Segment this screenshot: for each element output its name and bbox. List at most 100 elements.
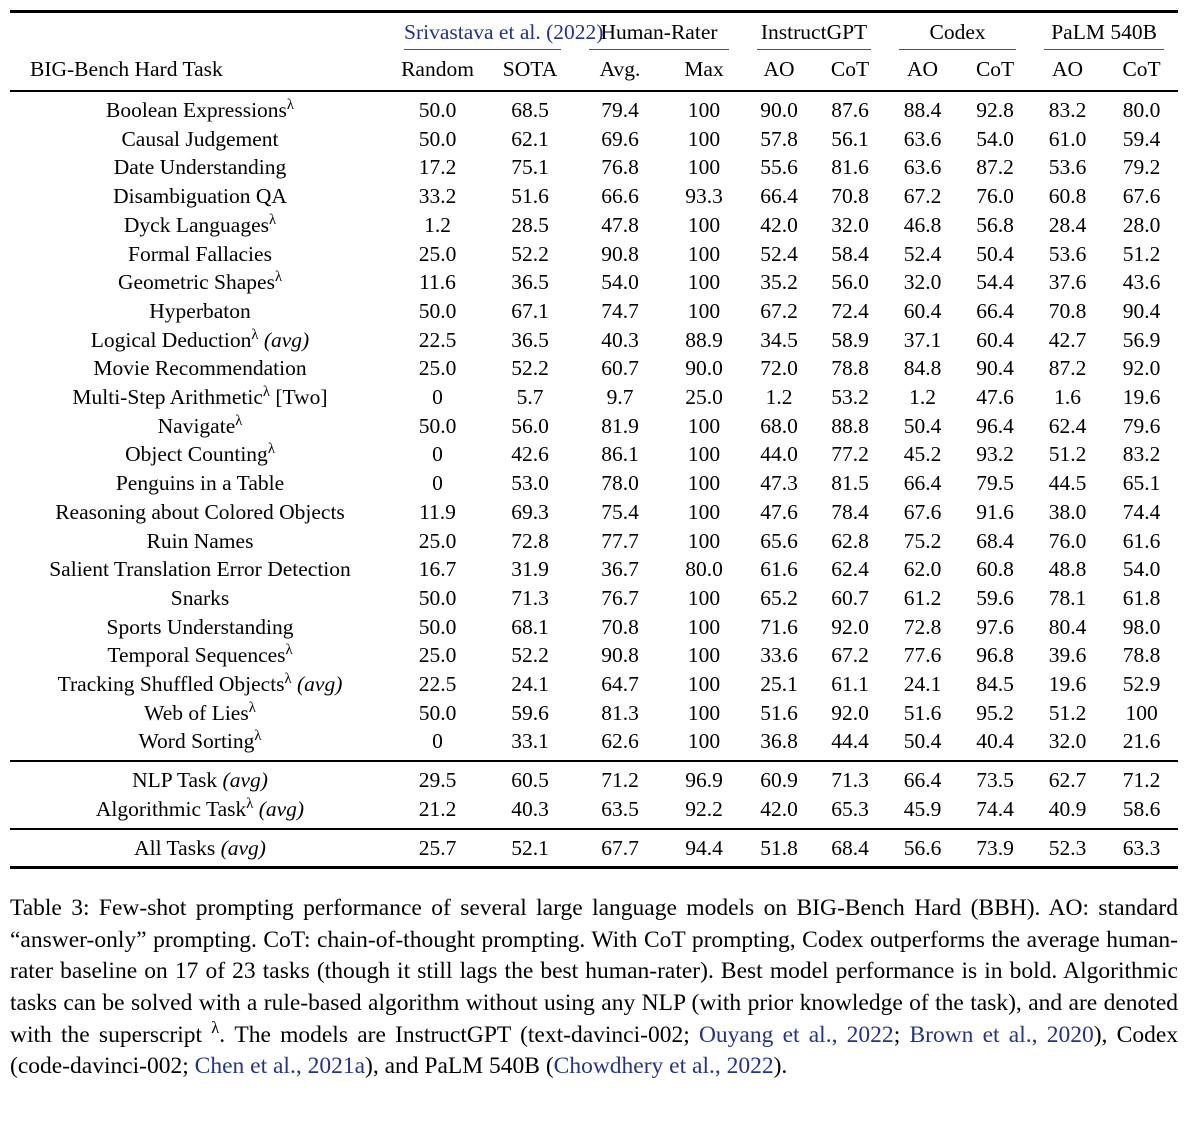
- citation-link[interactable]: Chen et al., 2021a: [194, 1053, 366, 1080]
- score-cell: 54.4: [976, 270, 1014, 295]
- group-label: InstructGPT: [757, 19, 872, 50]
- task-name-cell: Hyperbaton: [149, 298, 251, 323]
- score-cell: 60.7: [831, 585, 869, 610]
- score-cell: 33.1: [511, 729, 549, 754]
- metric-column-header: CoT: [1105, 50, 1179, 92]
- score-cell: 51.2: [1122, 241, 1161, 266]
- score-cell: 46.8: [903, 212, 942, 237]
- score-cell: 56.6: [903, 835, 942, 860]
- lambda-superscript: λ: [211, 1017, 220, 1037]
- score-cell: 16.7: [418, 557, 457, 582]
- score-cell: 42.6: [511, 442, 549, 467]
- table-row: Word Sortingλ 0 33.1 62.6 100 36.8 44.4 50.4 40.…: [10, 727, 1178, 761]
- score-cell: 5.7: [516, 385, 544, 410]
- task-name-cell: Boolean Expressionsλ: [105, 96, 295, 122]
- score-cell: 77.2: [831, 442, 869, 467]
- score-cell: 60.7: [601, 356, 639, 381]
- score-cell: 53.6: [1048, 241, 1087, 266]
- score-cell: 65.3: [831, 796, 869, 821]
- task-name-note: (avg): [291, 672, 343, 697]
- task-name-note: [Two]: [269, 385, 328, 410]
- lambda-superscript: λ: [246, 795, 254, 812]
- table-row: Movie Recommendation 25.0 52.2 60.7 90.0 72.0…: [10, 354, 1178, 383]
- score-cell: 50.4: [903, 729, 942, 754]
- group-header-spacer: [10, 12, 390, 51]
- table-row: Boolean Expressionsλ 50.0 68.5 79.4 100 90.0 8…: [10, 91, 1178, 125]
- score-cell: 90.0: [685, 356, 723, 381]
- task-name-note: (avg): [215, 835, 266, 860]
- score-cell: 95.2: [976, 700, 1014, 725]
- metric-column-header: CoT: [815, 50, 886, 92]
- score-cell: 65.6: [760, 528, 798, 553]
- citation-link[interactable]: Chowdhery et al., 2022: [553, 1053, 774, 1080]
- score-cell: 66.4: [903, 768, 942, 793]
- score-cell: 90.8: [601, 241, 639, 266]
- column-group-row: Srivastava et al. (2022) Human-Rater Instr…: [10, 12, 1178, 51]
- score-cell: 52.9: [1122, 672, 1161, 697]
- score-cell: 78.0: [601, 471, 639, 496]
- score-cell: 51.6: [903, 700, 942, 725]
- score-cell: 67.6: [903, 499, 942, 524]
- score-cell: 60.4: [903, 298, 942, 323]
- task-name-cell: Salient Translation Error Detection: [49, 557, 351, 582]
- score-cell: 81.9: [601, 413, 639, 438]
- metric-column-header: Avg.: [575, 50, 666, 92]
- table-row: Salient Translation Error Detection 16.7 3…: [10, 555, 1178, 584]
- score-cell: 74.7: [601, 298, 639, 323]
- score-cell: 1.6: [1054, 385, 1081, 410]
- lambda-superscript: λ: [251, 326, 259, 343]
- score-cell: 68.0: [760, 413, 798, 438]
- table-row: Disambiguation QA 33.2 51.6 66.6 93.3 66.4 70.…: [10, 182, 1178, 211]
- score-cell: 98.0: [1122, 614, 1161, 639]
- task-name-cell: Multi-Step Arithmeticλ [Two]: [72, 383, 328, 410]
- column-header-row: BIG-Bench Hard Task Random SOTA Avg. Max AO Co…: [10, 50, 1179, 92]
- score-cell: 53.2: [831, 385, 869, 410]
- score-cell: 81.6: [831, 155, 869, 180]
- score-cell: 28.4: [1048, 212, 1087, 237]
- score-cell: 52.4: [903, 241, 942, 266]
- score-cell: 36.5: [511, 327, 549, 352]
- column-group-header[interactable]: Srivastava et al. (2022): [390, 12, 603, 50]
- score-cell: 84.5: [976, 672, 1014, 697]
- task-name-cell: Sports Understanding: [106, 614, 294, 639]
- task-name-note: (avg): [217, 768, 268, 793]
- score-cell: 80.4: [1048, 614, 1087, 639]
- score-cell: 93.2: [976, 442, 1014, 467]
- table-row: Ruin Names 25.0 72.8 77.7 100 65.6 62.8 75.2 68.…: [10, 527, 1178, 556]
- score-cell: 51.2: [1048, 700, 1087, 725]
- score-cell: 67.1: [511, 298, 549, 323]
- score-cell: 32.0: [831, 212, 869, 237]
- metric-column-header: AO: [1030, 50, 1106, 92]
- score-cell: 72.8: [511, 528, 549, 553]
- task-name-cell: Disambiguation QA: [113, 184, 287, 209]
- score-cell: 9.7: [606, 385, 634, 410]
- citation-link[interactable]: Srivastava et al. (2022): [404, 19, 603, 50]
- score-cell: 47.6: [976, 385, 1014, 410]
- task-name-cell: Reasoning about Colored Objects: [55, 499, 345, 524]
- score-cell: 38.0: [1048, 499, 1087, 524]
- score-cell: 1.2: [909, 385, 936, 410]
- score-cell: 51.2: [1048, 442, 1087, 467]
- citation-link[interactable]: Brown et al., 2020: [909, 1021, 1094, 1048]
- score-cell: 22.5: [418, 672, 457, 697]
- score-cell: 59.4: [1122, 126, 1161, 151]
- score-cell: 52.1: [511, 835, 549, 860]
- score-cell: 70.8: [1048, 298, 1087, 323]
- citation-link[interactable]: Ouyang et al., 2022: [698, 1021, 894, 1048]
- score-cell: 78.1: [1048, 585, 1087, 610]
- task-name-cell: Movie Recommendation: [93, 356, 307, 381]
- score-cell: 61.6: [760, 557, 798, 582]
- score-cell: 72.8: [903, 614, 942, 639]
- score-cell: 32.0: [1048, 729, 1087, 754]
- score-cell: 63.5: [601, 796, 639, 821]
- score-cell: 76.7: [601, 585, 639, 610]
- score-cell: 65.1: [1122, 471, 1161, 496]
- task-name-cell: All Tasks (avg): [134, 835, 266, 860]
- score-cell: 67.7: [601, 835, 639, 860]
- score-cell: 72.4: [831, 298, 869, 323]
- table-row: Navigateλ 50.0 56.0 81.9 100 68.0 88.8 50.4 96.4…: [10, 412, 1178, 441]
- table-row: All Tasks (avg) 25.7 52.1 67.7 94.4 51.8 68.4 5…: [10, 829, 1178, 868]
- score-cell: 100: [687, 729, 721, 754]
- score-cell: 52.2: [511, 643, 549, 668]
- score-cell: 77.6: [903, 643, 942, 668]
